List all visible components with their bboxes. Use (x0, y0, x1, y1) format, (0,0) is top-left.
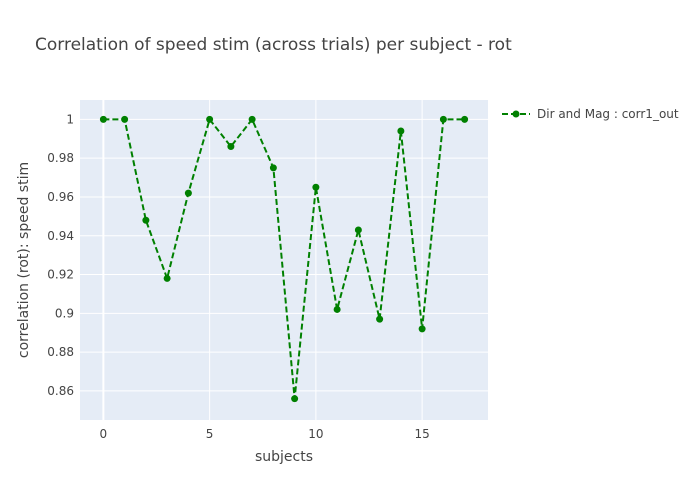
y-tick-label: 0.92 (47, 268, 74, 282)
x-tick-label: 0 (100, 427, 108, 441)
y-tick-label: 0.96 (47, 190, 74, 204)
data-point[interactable] (312, 183, 320, 191)
data-point[interactable] (227, 143, 235, 151)
data-point[interactable] (333, 305, 341, 313)
data-point[interactable] (248, 115, 256, 123)
y-tick-label: 0.94 (47, 229, 74, 243)
chart-title: Correlation of speed stim (across trials… (35, 35, 512, 55)
legend-label: Dir and Mag : corr1_out (537, 107, 679, 121)
x-axis-title: subjects (255, 449, 313, 465)
series-line (103, 117, 465, 399)
data-point[interactable] (121, 115, 129, 123)
data-point[interactable] (184, 189, 192, 197)
y-tick-label: 0.98 (47, 151, 74, 165)
data-point[interactable] (142, 216, 150, 224)
x-tick-label: 15 (414, 427, 429, 441)
data-point[interactable] (439, 115, 447, 123)
data-point[interactable] (376, 315, 384, 323)
data-point[interactable] (461, 115, 469, 123)
data-point[interactable] (99, 115, 107, 123)
x-tick-label: 5 (206, 427, 214, 441)
plot-area (80, 100, 488, 420)
x-tick-label: 10 (308, 427, 323, 441)
grid-layer (80, 100, 488, 420)
data-point[interactable] (206, 115, 214, 123)
y-tick-label: 0.88 (47, 345, 74, 359)
legend-marker-symbol (512, 110, 520, 118)
data-point[interactable] (418, 325, 426, 333)
data-point[interactable] (163, 274, 171, 282)
y-tick-label: 0.9 (55, 306, 74, 320)
data-point[interactable] (354, 226, 362, 234)
legend[interactable]: Dir and Mag : corr1_out (502, 107, 679, 121)
y-axis-title: correlation (rot): speed stim (16, 162, 32, 358)
data-point[interactable] (291, 395, 299, 403)
series-layer (99, 115, 469, 403)
data-point[interactable] (397, 127, 405, 135)
y-tick-label: 0.86 (47, 384, 74, 398)
y-tick-label: 1 (66, 112, 74, 126)
data-point[interactable] (269, 164, 277, 172)
